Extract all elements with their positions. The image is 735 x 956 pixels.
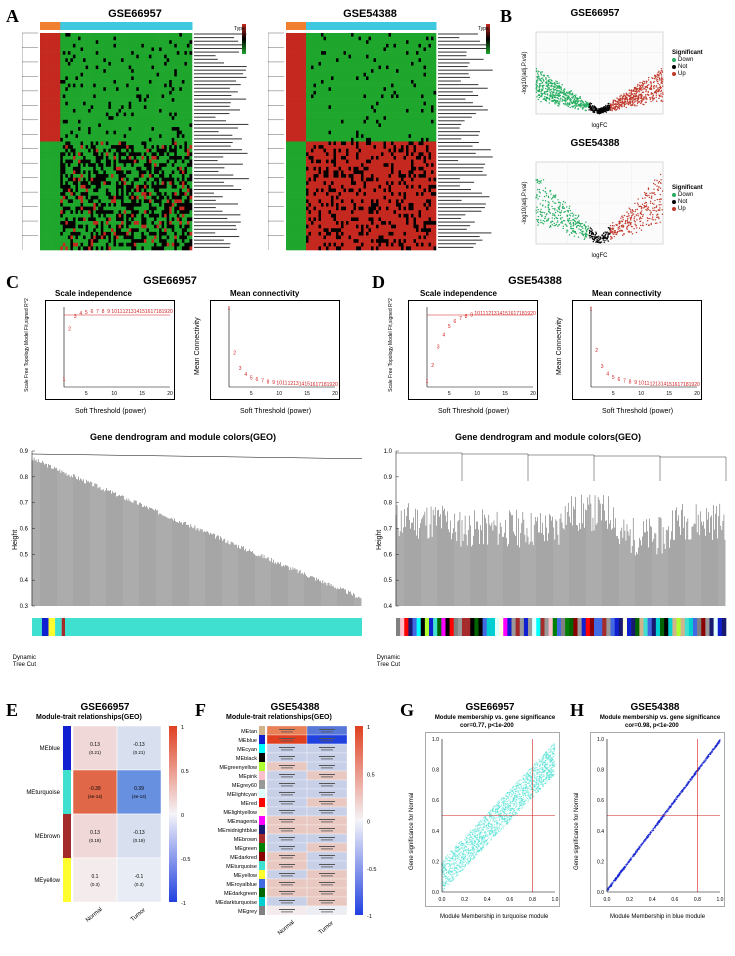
panel-label-f: F	[195, 700, 206, 721]
title-a2: GSE54388	[330, 8, 410, 20]
title-g: GSE66957	[450, 702, 530, 713]
xlab-h: Module Membership in blue module	[610, 914, 705, 920]
xlab-d-mc: Soft Threshold (power)	[602, 408, 673, 415]
scatter-g: 0.00.00.20.20.40.40.60.60.80.81.01.0	[425, 732, 560, 907]
module-trait-e: MEblue0.13(0.21)-0.13(0.21)MEturquoise-0…	[18, 724, 196, 934]
panel-label-g: G	[400, 700, 414, 721]
volcano-legend-2: Significant Down Not Up	[672, 185, 703, 213]
dendrogram-d: 0.40.50.60.70.80.91.0	[396, 446, 726, 641]
title-d: GSE54388	[495, 275, 575, 287]
title-b1: GSE66957	[555, 8, 635, 19]
ylab-h: Gene significance for Normal	[574, 793, 580, 870]
title-d-si: Scale independence	[420, 289, 497, 298]
module-trait-f: MEtanMEblueMEcyanMEblackMEgreenyellowMEp…	[205, 724, 393, 942]
height-label-c: Height	[12, 530, 19, 550]
title-h: GSE54388	[615, 702, 695, 713]
subtitle-g: Module membership vs. gene significance	[420, 715, 570, 721]
panel-label-h: H	[570, 700, 584, 721]
ylab-d-mc: Mean Connectivity	[556, 317, 563, 375]
volcano-gse66957: logFC-log10(adj.P.val)	[518, 22, 668, 130]
xlab-c-si: Soft Threshold (power)	[75, 408, 146, 415]
svg-text:Type: Type	[234, 26, 245, 32]
title-c-si: Scale independence	[55, 289, 132, 298]
title-a1: GSE66957	[95, 8, 175, 20]
title-e: GSE66957	[65, 702, 145, 713]
cor-h: cor=0.98, p<1e-200	[625, 723, 679, 729]
volcano-legend-1: Significant Down Not Up	[672, 50, 703, 78]
subtitle-f: Module-trait relationships(GEO)	[226, 714, 332, 721]
panel-label-d: D	[372, 272, 385, 293]
ylab-g: Gene significance for Normal	[409, 793, 415, 870]
plot-d-mc: 12345678910111213141516171819205101520	[572, 300, 702, 400]
panel-label-b: B	[500, 6, 512, 27]
plot-d-si: 12345678910111213141516171819205101520	[408, 300, 538, 400]
title-d-mc: Mean connectivity	[592, 289, 661, 298]
title-f: GSE54388	[255, 702, 335, 713]
scatter-h: 0.00.00.20.20.40.40.60.60.80.81.01.0	[590, 732, 725, 907]
ylab-c-si: Scale Free Topology Model Fit,signed R^2	[24, 295, 30, 395]
dendro-title-c: Gene dendrogram and module colors(GEO)	[90, 432, 276, 442]
heatmap-gse54388: Type	[268, 22, 496, 252]
plot-c-si: 12345678910111213141516171819205101520	[45, 300, 175, 400]
volcano-gse54388: logFC-log10(adj.P.val)	[518, 152, 668, 260]
subtitle-h: Module membership vs. gene significance	[585, 715, 735, 721]
title-c-mc: Mean connectivity	[230, 289, 299, 298]
subtitle-e: Module-trait relationships(GEO)	[36, 714, 142, 721]
plot-c-mc: 12345678910111213141516171819205101520	[210, 300, 340, 400]
title-b2: GSE54388	[555, 138, 635, 149]
heatmap-gse66957: Type	[22, 22, 252, 252]
ylab-d-si: Scale Free Topology Model Fit,signed R^2	[388, 295, 394, 395]
dtc-label-c: Dynamic Tree Cut	[6, 655, 36, 668]
xlab-d-si: Soft Threshold (power)	[438, 408, 509, 415]
xlab-c-mc: Soft Threshold (power)	[240, 408, 311, 415]
height-label-d: Height	[376, 530, 383, 550]
panel-label-c: C	[6, 272, 19, 293]
cor-g: cor=0.77, p<1e-200	[460, 723, 514, 729]
title-c: GSE66957	[130, 275, 210, 287]
ylab-c-mc: Mean Connectivity	[194, 317, 201, 375]
dtc-label-d: Dynamic Tree Cut	[370, 655, 400, 668]
panel-label-e: E	[6, 700, 18, 721]
dendro-title-d: Gene dendrogram and module colors(GEO)	[455, 432, 641, 442]
xlab-g: Module Membership in turquoise module	[440, 914, 548, 920]
panel-label-a: A	[6, 6, 19, 27]
dendrogram-c: 0.30.40.50.60.70.80.9	[32, 446, 362, 641]
